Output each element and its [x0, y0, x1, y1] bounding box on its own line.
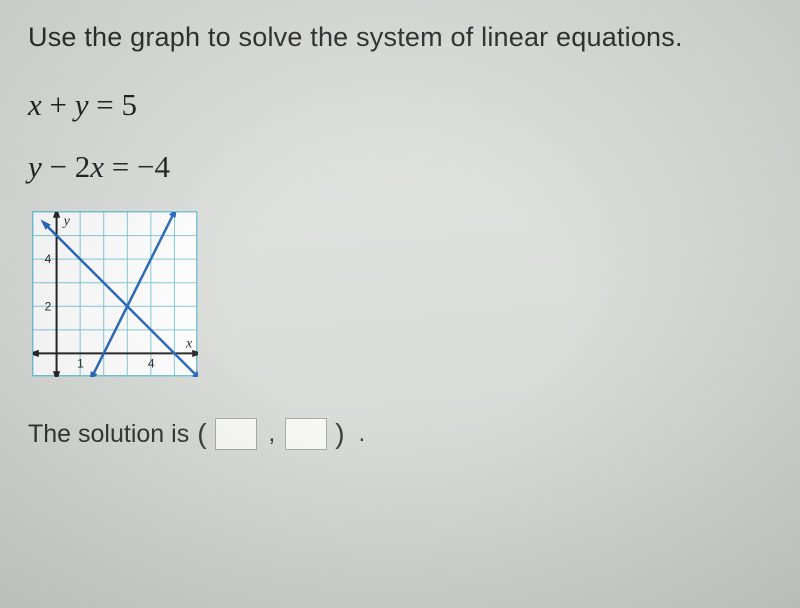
answer-x-input[interactable]	[215, 418, 257, 450]
svg-text:2: 2	[45, 299, 52, 313]
graph: y x 1 4 2 4	[32, 211, 197, 376]
close-paren: )	[335, 418, 344, 450]
solution-prompt-line: The solution is ( , ) .	[28, 418, 768, 450]
svg-text:4: 4	[45, 252, 52, 266]
solution-prompt-text: The solution is	[28, 420, 189, 449]
svg-text:x: x	[185, 336, 193, 351]
comma: ,	[269, 420, 276, 448]
svg-text:4: 4	[148, 356, 155, 370]
question-text: Use the graph to solve the system of lin…	[28, 22, 768, 53]
svg-text:1: 1	[77, 356, 84, 370]
answer-y-input[interactable]	[285, 418, 327, 450]
svg-text:y: y	[62, 214, 71, 229]
period: .	[359, 420, 366, 448]
equation-2: y − 2x = −4	[28, 149, 768, 185]
open-paren: (	[197, 418, 206, 450]
graph-svg: y x 1 4 2 4	[33, 212, 198, 377]
equation-1: x + y = 5	[28, 87, 768, 123]
